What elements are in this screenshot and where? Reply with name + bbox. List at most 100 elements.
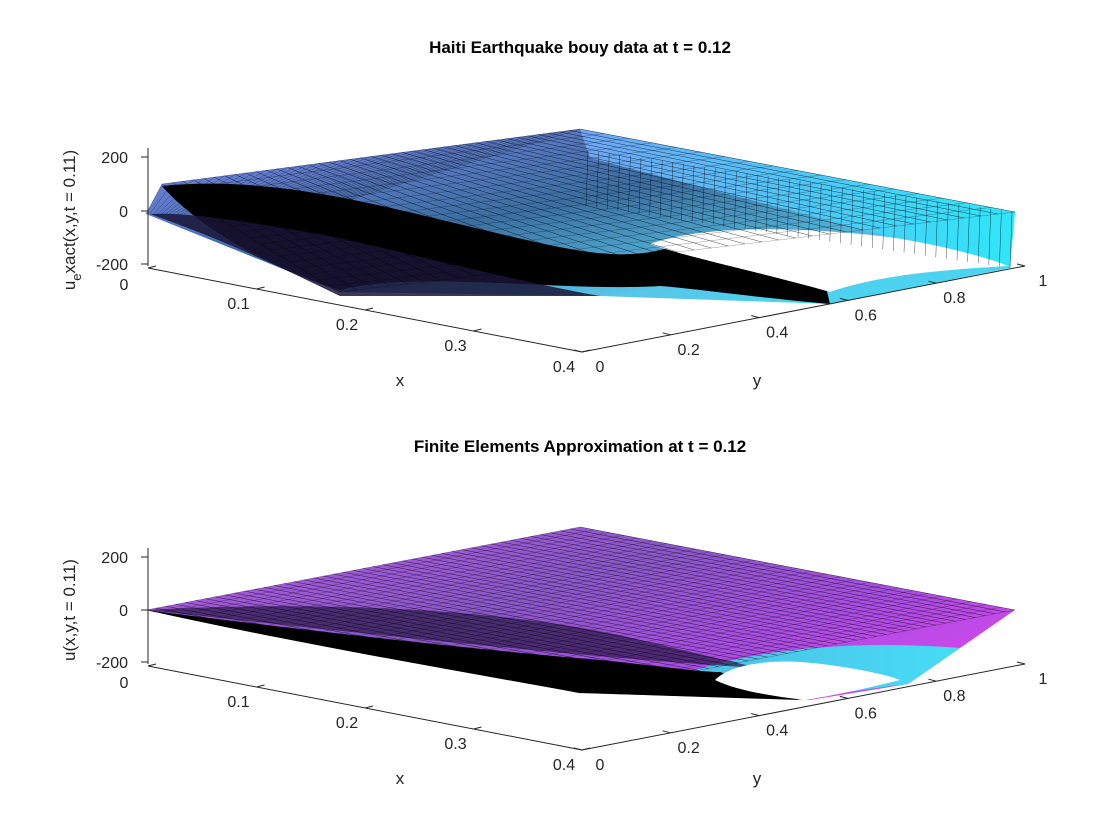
bottom-z-axis-label: u(x,y,t = 0.11) — [60, 559, 79, 661]
y-tick-label: 0.6 — [855, 705, 877, 722]
mesh-line — [203, 537, 639, 622]
y-tick-mark — [839, 695, 848, 699]
x-tick-label: 0.2 — [336, 317, 358, 334]
mesh-line — [435, 582, 871, 666]
mesh-line — [149, 182, 173, 215]
mesh-line — [188, 168, 278, 215]
mesh-line — [280, 135, 528, 216]
bottom-x-axis-label: x — [396, 769, 405, 788]
bottom-surface-shadow — [146, 606, 760, 668]
mesh-line — [850, 188, 854, 245]
mesh-line — [723, 170, 726, 227]
mesh-line — [999, 210, 1002, 267]
bottom-y-ticks: 0 0.2 0.4 0.6 0.8 1 — [573, 661, 1048, 774]
bottom-chart-title: Finite Elements Approximation at t = 0.1… — [414, 437, 746, 456]
x-tick-mark — [473, 328, 482, 332]
mesh-line — [238, 150, 413, 215]
mesh-line — [670, 162, 673, 219]
x-tick-label: 0.3 — [444, 338, 466, 355]
mesh-line — [296, 130, 570, 216]
mesh-line — [230, 153, 392, 215]
mesh-line — [882, 193, 885, 250]
mesh-line — [320, 202, 967, 281]
x-tick-label: 0.1 — [227, 694, 249, 711]
top-y-ticks: 0 0.2 0.4 0.6 0.8 1 — [573, 263, 1048, 376]
mesh-line — [478, 590, 914, 674]
mesh-line — [201, 147, 677, 209]
mesh-line — [207, 161, 330, 215]
top-x-ticks: 0 0.1 0.2 0.3 0.4 — [120, 265, 591, 376]
top-z-label-main: u — [60, 281, 79, 290]
mesh-line — [305, 557, 740, 641]
top-y-axis-label: y — [753, 371, 762, 390]
bottom-z-tick-label: 200 — [101, 550, 128, 567]
mesh-line — [330, 207, 991, 287]
mesh-line — [617, 154, 620, 211]
mesh-line — [176, 172, 246, 215]
mesh-line — [348, 565, 784, 649]
mesh-line — [734, 171, 737, 228]
mesh-line — [702, 167, 705, 224]
mesh-line — [925, 199, 928, 256]
y-tick-label: 0.6 — [855, 307, 877, 324]
mesh-line — [231, 161, 750, 227]
top-surface-valley-lower — [150, 213, 600, 296]
x-tick-label: 0.2 — [336, 715, 358, 732]
mesh-line — [145, 183, 163, 215]
mesh-line — [536, 601, 972, 685]
y-tick-label: 0.2 — [677, 740, 699, 757]
mesh-line — [334, 562, 769, 647]
y-tick-label: 0 — [596, 359, 605, 376]
mesh-line — [234, 152, 403, 215]
top-z-tick-label: -200 — [96, 257, 128, 274]
mesh-line — [988, 208, 991, 265]
mesh-line — [221, 156, 726, 221]
mesh-line — [211, 151, 701, 215]
y-tick-mark — [1016, 263, 1026, 267]
mesh-line — [241, 165, 774, 233]
mesh-line — [787, 179, 790, 236]
mesh-line — [203, 163, 319, 215]
mesh-line — [253, 145, 455, 215]
mesh-line — [766, 176, 769, 233]
mesh-line — [755, 174, 758, 231]
y-tick-mark — [662, 332, 671, 336]
x-tick-mark — [364, 705, 374, 709]
mesh-line — [660, 160, 663, 217]
mesh-line — [219, 157, 361, 215]
y-tick-label: 0 — [596, 757, 605, 774]
y-tick-label: 1 — [1039, 273, 1048, 290]
bottom-panel: Finite Elements Approximation at t = 0.1… — [60, 437, 1048, 788]
mesh-line — [265, 141, 487, 215]
mesh-line — [978, 207, 981, 264]
top-z-axis-label: uexact(x,y,t = 0.11) — [60, 150, 84, 290]
y-tick-label: 1 — [1039, 671, 1048, 688]
mesh-line — [260, 174, 822, 245]
mesh-line — [638, 157, 642, 214]
mesh-line — [681, 163, 684, 220]
mesh-line — [191, 142, 653, 203]
y-tick-mark — [662, 730, 671, 734]
mesh-line — [935, 201, 938, 258]
mesh-line — [184, 170, 267, 215]
mesh-line — [339, 211, 1016, 293]
mesh-line — [493, 593, 929, 677]
mesh-line — [861, 190, 864, 247]
mesh-line — [967, 205, 970, 262]
bottom-x-ticks: 0 0.1 0.2 0.3 0.4 — [120, 663, 591, 774]
mesh-line — [276, 137, 518, 216]
mesh-line — [218, 540, 653, 625]
top-surface-hole — [650, 229, 1008, 292]
top-panel: Haiti Earthquake bouy data at t = 0.12 2… — [60, 38, 1048, 390]
mesh-line — [261, 548, 697, 633]
mesh-line — [299, 128, 581, 216]
mesh-line — [211, 160, 340, 215]
mesh-line — [276, 551, 711, 636]
bottom-z-tick-label: -200 — [96, 655, 128, 672]
top-z-tick-label: 0 — [119, 204, 128, 221]
mesh-line — [808, 182, 811, 239]
mesh-line — [288, 132, 549, 216]
mesh-line — [565, 607, 1001, 691]
mesh-line — [257, 143, 466, 215]
